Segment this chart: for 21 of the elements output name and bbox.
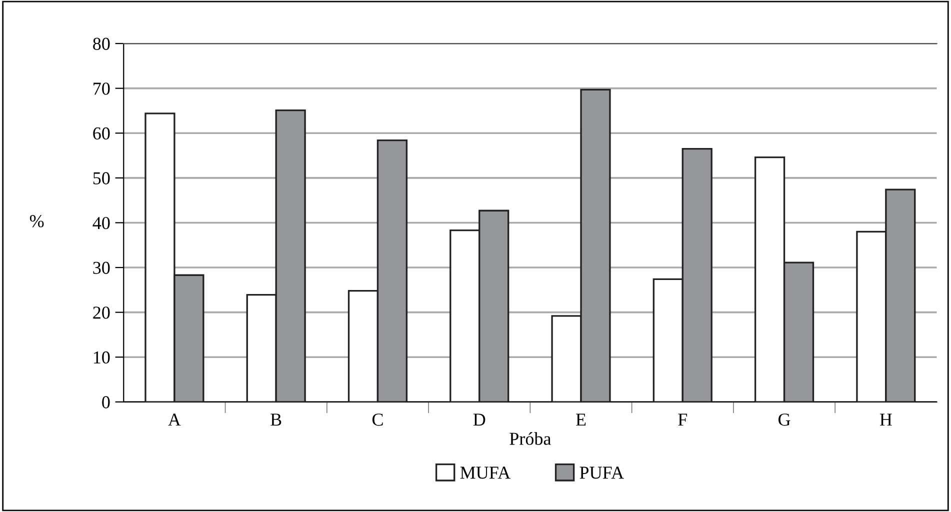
x-tick-label: A	[168, 414, 181, 426]
x-tick-label: E	[576, 414, 586, 426]
y-tick-label: 10	[94, 351, 110, 364]
y-tick-label: 80	[93, 38, 110, 50]
y-tick-label: 40	[92, 216, 110, 230]
legend-label: PUFA	[580, 466, 624, 479]
y-tick-label: 30	[93, 262, 110, 274]
y-tick-label: 50	[93, 172, 110, 184]
y-tick-label: 20	[93, 306, 110, 319]
y-tick-label: 0	[102, 396, 110, 408]
y-axis-title: %	[30, 215, 44, 228]
y-tick-label: 60	[93, 127, 110, 140]
x-tick-label: C	[372, 414, 383, 426]
x-tick-label: B	[270, 414, 282, 426]
x-tick-label: G	[778, 414, 790, 426]
x-tick-label: D	[473, 414, 486, 426]
x-tick-label: F	[678, 414, 688, 426]
legend-label: MUFA	[460, 466, 510, 479]
x-axis-title: Próba	[510, 432, 551, 445]
x-tick-label: H	[880, 414, 892, 426]
y-tick-label: 70	[94, 82, 110, 95]
